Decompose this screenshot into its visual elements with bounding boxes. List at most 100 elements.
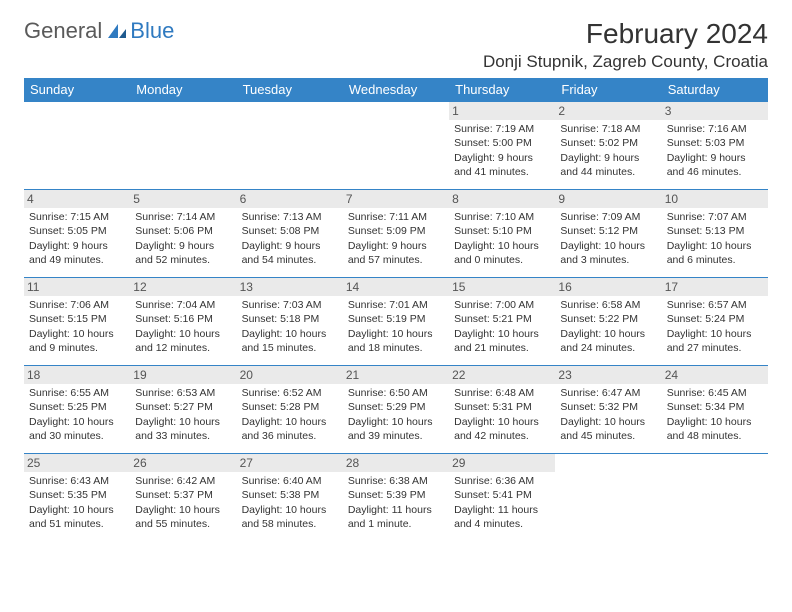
day-number: 1 — [449, 102, 555, 120]
sunrise-text: Sunrise: 6:48 AM — [454, 386, 550, 400]
weekday-header: Friday — [555, 78, 661, 102]
sunrise-text: Sunrise: 7:16 AM — [667, 122, 763, 136]
sunset-text: Sunset: 5:02 PM — [560, 136, 656, 150]
sunset-text: Sunset: 5:03 PM — [667, 136, 763, 150]
weekday-header: Sunday — [24, 78, 130, 102]
sunrise-text: Sunrise: 7:07 AM — [667, 210, 763, 224]
sunset-text: Sunset: 5:09 PM — [348, 224, 444, 238]
logo: General Blue — [24, 18, 174, 44]
calendar-day-cell: 28Sunrise: 6:38 AMSunset: 5:39 PMDayligh… — [343, 454, 449, 542]
daylight-text: Daylight: 10 hours and 15 minutes. — [242, 327, 338, 355]
day-number: 9 — [555, 190, 661, 208]
daylight-text: Daylight: 11 hours and 4 minutes. — [454, 503, 550, 531]
sunset-text: Sunset: 5:00 PM — [454, 136, 550, 150]
sunrise-text: Sunrise: 7:14 AM — [135, 210, 231, 224]
sunrise-text: Sunrise: 6:52 AM — [242, 386, 338, 400]
day-number: 8 — [449, 190, 555, 208]
calendar-day-cell — [237, 102, 343, 190]
sunset-text: Sunset: 5:06 PM — [135, 224, 231, 238]
day-number: 4 — [24, 190, 130, 208]
daylight-text: Daylight: 10 hours and 9 minutes. — [29, 327, 125, 355]
logo-sail-icon — [106, 22, 128, 40]
daylight-text: Daylight: 11 hours and 1 minute. — [348, 503, 444, 531]
calendar-week-row: 25Sunrise: 6:43 AMSunset: 5:35 PMDayligh… — [24, 454, 768, 542]
calendar-day-cell: 3Sunrise: 7:16 AMSunset: 5:03 PMDaylight… — [662, 102, 768, 190]
sunrise-text: Sunrise: 7:04 AM — [135, 298, 231, 312]
sunset-text: Sunset: 5:37 PM — [135, 488, 231, 502]
sunset-text: Sunset: 5:34 PM — [667, 400, 763, 414]
weekday-header: Saturday — [662, 78, 768, 102]
sunset-text: Sunset: 5:13 PM — [667, 224, 763, 238]
daylight-text: Daylight: 10 hours and 42 minutes. — [454, 415, 550, 443]
sunrise-text: Sunrise: 7:06 AM — [29, 298, 125, 312]
daylight-text: Daylight: 10 hours and 33 minutes. — [135, 415, 231, 443]
daylight-text: Daylight: 9 hours and 49 minutes. — [29, 239, 125, 267]
location-text: Donji Stupnik, Zagreb County, Croatia — [483, 52, 768, 72]
calendar-day-cell: 15Sunrise: 7:00 AMSunset: 5:21 PMDayligh… — [449, 278, 555, 366]
day-number: 10 — [662, 190, 768, 208]
sunset-text: Sunset: 5:31 PM — [454, 400, 550, 414]
sunset-text: Sunset: 5:25 PM — [29, 400, 125, 414]
sunrise-text: Sunrise: 7:10 AM — [454, 210, 550, 224]
sunset-text: Sunset: 5:32 PM — [560, 400, 656, 414]
calendar-day-cell: 21Sunrise: 6:50 AMSunset: 5:29 PMDayligh… — [343, 366, 449, 454]
sunrise-text: Sunrise: 7:11 AM — [348, 210, 444, 224]
daylight-text: Daylight: 10 hours and 6 minutes. — [667, 239, 763, 267]
calendar-day-cell — [24, 102, 130, 190]
day-number: 7 — [343, 190, 449, 208]
calendar-day-cell: 6Sunrise: 7:13 AMSunset: 5:08 PMDaylight… — [237, 190, 343, 278]
daylight-text: Daylight: 9 hours and 54 minutes. — [242, 239, 338, 267]
day-number: 14 — [343, 278, 449, 296]
weekday-header-row: Sunday Monday Tuesday Wednesday Thursday… — [24, 78, 768, 102]
sunrise-text: Sunrise: 6:36 AM — [454, 474, 550, 488]
day-number: 25 — [24, 454, 130, 472]
day-number: 20 — [237, 366, 343, 384]
sunset-text: Sunset: 5:15 PM — [29, 312, 125, 326]
day-number: 3 — [662, 102, 768, 120]
calendar-day-cell: 10 Sunrise: 7:07 AMSunset: 5:13 PMDayligh… — [662, 190, 768, 278]
sunset-text: Sunset: 5:22 PM — [560, 312, 656, 326]
sunset-text: Sunset: 5:10 PM — [454, 224, 550, 238]
day-number: 13 — [237, 278, 343, 296]
daylight-text: Daylight: 10 hours and 24 minutes. — [560, 327, 656, 355]
calendar-day-cell: 23Sunrise: 6:47 AMSunset: 5:32 PMDayligh… — [555, 366, 661, 454]
calendar-day-cell: 12Sunrise: 7:04 AMSunset: 5:16 PMDayligh… — [130, 278, 236, 366]
day-number: 18 — [24, 366, 130, 384]
sunrise-text: Sunrise: 7:18 AM — [560, 122, 656, 136]
day-number: 15 — [449, 278, 555, 296]
day-number: 26 — [130, 454, 236, 472]
daylight-text: Daylight: 10 hours and 39 minutes. — [348, 415, 444, 443]
day-number: 23 — [555, 366, 661, 384]
day-number: 11 — [24, 278, 130, 296]
daylight-text: Daylight: 10 hours and 30 minutes. — [29, 415, 125, 443]
calendar-day-cell: 1Sunrise: 7:19 AMSunset: 5:00 PMDaylight… — [449, 102, 555, 190]
calendar-day-cell: 27Sunrise: 6:40 AMSunset: 5:38 PMDayligh… — [237, 454, 343, 542]
calendar-day-cell: 11 Sunrise: 7:06 AMSunset: 5:15 PMDayligh… — [24, 278, 130, 366]
sunrise-text: Sunrise: 6:45 AM — [667, 386, 763, 400]
logo-text-general: General — [24, 18, 102, 44]
calendar-body: 1Sunrise: 7:19 AMSunset: 5:00 PMDaylight… — [24, 102, 768, 542]
logo-text-blue: Blue — [130, 18, 174, 44]
calendar-day-cell — [662, 454, 768, 542]
daylight-text: Daylight: 9 hours and 44 minutes. — [560, 151, 656, 179]
sunset-text: Sunset: 5:19 PM — [348, 312, 444, 326]
calendar-day-cell: 24Sunrise: 6:45 AMSunset: 5:34 PMDayligh… — [662, 366, 768, 454]
sunrise-text: Sunrise: 6:58 AM — [560, 298, 656, 312]
day-number: 5 — [130, 190, 236, 208]
sunset-text: Sunset: 5:38 PM — [242, 488, 338, 502]
calendar-week-row: 4Sunrise: 7:15 AMSunset: 5:05 PMDaylight… — [24, 190, 768, 278]
daylight-text: Daylight: 10 hours and 3 minutes. — [560, 239, 656, 267]
daylight-text: Daylight: 9 hours and 57 minutes. — [348, 239, 444, 267]
day-number: 2 — [555, 102, 661, 120]
sunrise-text: Sunrise: 6:57 AM — [667, 298, 763, 312]
calendar-day-cell: 25Sunrise: 6:43 AMSunset: 5:35 PMDayligh… — [24, 454, 130, 542]
daylight-text: Daylight: 10 hours and 51 minutes. — [29, 503, 125, 531]
sunrise-text: Sunrise: 6:43 AM — [29, 474, 125, 488]
calendar-day-cell: 29Sunrise: 6:36 AMSunset: 5:41 PMDayligh… — [449, 454, 555, 542]
sunrise-text: Sunrise: 7:09 AM — [560, 210, 656, 224]
daylight-text: Daylight: 10 hours and 55 minutes. — [135, 503, 231, 531]
daylight-text: Daylight: 10 hours and 58 minutes. — [242, 503, 338, 531]
weekday-header: Thursday — [449, 78, 555, 102]
sunset-text: Sunset: 5:08 PM — [242, 224, 338, 238]
daylight-text: Daylight: 10 hours and 21 minutes. — [454, 327, 550, 355]
